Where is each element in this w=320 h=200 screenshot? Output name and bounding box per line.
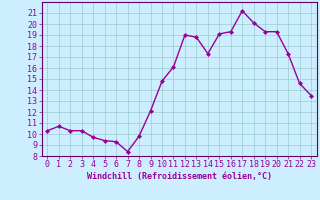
X-axis label: Windchill (Refroidissement éolien,°C): Windchill (Refroidissement éolien,°C) <box>87 172 272 181</box>
